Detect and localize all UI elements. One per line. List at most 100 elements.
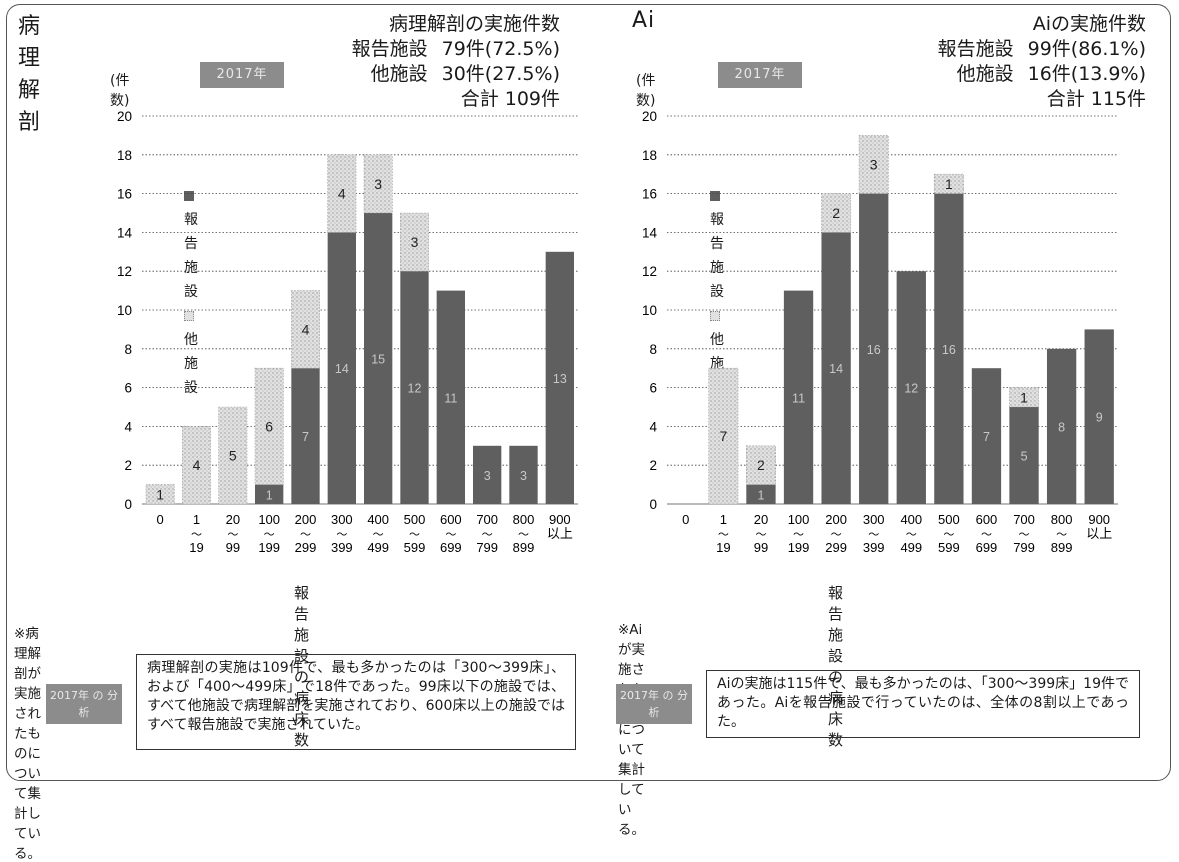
y-tick-label: 4 — [649, 419, 657, 434]
footnote: ※病理解剖が実施されたものについて集計している。 — [14, 626, 41, 862]
summary-label: 報告施設 — [351, 38, 428, 60]
x-tick-label: 199 — [258, 540, 280, 555]
x-tick-label: ～ — [868, 529, 879, 541]
x-tick-label: ～ — [981, 529, 992, 541]
x-tick-label: 700 — [1013, 512, 1035, 527]
x-tick-label: 300 — [331, 512, 353, 527]
legend-item-reported: 報告施設 — [184, 184, 198, 304]
summary-value: 30件(27.5%) — [441, 63, 560, 85]
bar-label-reported: 11 — [444, 391, 457, 405]
x-tick-label: 300 — [863, 512, 885, 527]
x-tick-label: 19 — [716, 540, 730, 555]
x-tick-label: 20 — [754, 512, 768, 527]
ai-bar-chart: 02468101214161820071～191220～9911100～1991… — [642, 109, 1118, 555]
x-tick-label: ～ — [906, 529, 917, 541]
x-axis-title: 報告施設の病床数 — [294, 584, 311, 749]
x-tick-label: ～ — [191, 529, 202, 541]
bar-other — [400, 212, 429, 272]
bar-reported — [400, 271, 429, 504]
y-tick-label: 18 — [642, 148, 657, 163]
bar-other — [145, 484, 175, 505]
x-tick-label: ～ — [373, 529, 384, 541]
summary-value: 16件(13.9%) — [1027, 63, 1146, 85]
bar-label-other: 2 — [757, 457, 765, 473]
summary-label: 報告施設 — [937, 38, 1014, 60]
bar-reported — [896, 271, 926, 504]
footnote: ※Aiが実施されたものについて集計している。 — [618, 622, 645, 838]
bar-other — [327, 154, 357, 233]
bar-other — [1009, 387, 1039, 408]
bar-label-other: 5 — [229, 448, 237, 464]
x-tick-label: 100 — [788, 512, 810, 527]
y-unit-label: (件数) — [636, 73, 656, 109]
summary-row-reported: 報告施設 79件(72.5%) — [300, 37, 560, 62]
y-tick-label: 6 — [649, 381, 657, 396]
y-tick-label: 20 — [642, 109, 657, 124]
y-tick-label: 10 — [117, 303, 132, 318]
summary-value: 79件(72.5%) — [441, 38, 560, 60]
bar-reported — [821, 232, 851, 504]
x-tick-label: 599 — [938, 540, 960, 555]
x-tick-label: 900 — [1088, 512, 1110, 527]
y-tick-label: 8 — [124, 342, 132, 357]
bar-label-other: 6 — [265, 418, 273, 434]
summary-value: 99件(86.1%) — [1027, 38, 1146, 60]
y-tick-label: 4 — [124, 419, 132, 434]
x-tick-label: 200 — [295, 512, 317, 527]
bar-label-other: 1 — [156, 486, 164, 502]
bar-reported — [363, 213, 393, 504]
analysis-text: Aiの実施は115件で、最も多かったのは、「300～399床」19件であった。A… — [706, 670, 1140, 738]
y-tick-label: 10 — [642, 303, 657, 318]
x-tick-label: ～ — [718, 529, 729, 541]
legend-label: 報告施設 — [184, 212, 198, 300]
bar-reported — [1084, 329, 1114, 504]
x-tick-label: 1 — [193, 512, 200, 527]
x-tick-label: 以上 — [1086, 526, 1112, 541]
legend: 報告施設 他施設 — [184, 184, 198, 400]
bar-label-reported: 5 — [1021, 450, 1028, 464]
bar-label-reported: 3 — [484, 469, 491, 483]
summary-label: 他施設 — [956, 63, 1014, 85]
bar-other — [933, 173, 964, 194]
page-frame — [6, 4, 1171, 781]
bar-label-reported: 14 — [335, 362, 349, 376]
bar-label-reported: 8 — [1058, 420, 1065, 434]
legend-item-other: 他施設 — [184, 304, 198, 400]
summary-row-other: 他施設 16件(13.9%) — [886, 62, 1146, 87]
summary-total: 合計 109件 — [460, 88, 560, 110]
y-tick-label: 0 — [649, 497, 657, 512]
x-tick-label: ～ — [1019, 529, 1030, 541]
y-tick-label: 2 — [124, 458, 132, 473]
x-axis-title: 報告施設の病床数 — [828, 584, 845, 749]
legend-swatch — [184, 191, 194, 201]
x-tick-label: 99 — [226, 540, 240, 555]
x-tick-label: 699 — [976, 540, 998, 555]
bar-reported — [291, 368, 320, 504]
bar-other — [363, 154, 393, 214]
x-tick-label: 399 — [331, 540, 353, 555]
panel-title: 病理解剖 — [18, 14, 42, 135]
x-tick-label: 499 — [900, 540, 922, 555]
x-tick-label: 900 — [549, 512, 571, 527]
legend-item-reported: 報告施設 — [710, 184, 724, 304]
x-tick-label: 0 — [157, 512, 164, 527]
x-tick-label: ～ — [943, 529, 954, 541]
bar-reported — [859, 193, 889, 504]
bar-label-reported: 7 — [983, 430, 990, 444]
bar-label-other: 7 — [719, 428, 727, 444]
x-tick-label: 600 — [976, 512, 998, 527]
y-tick-label: 16 — [117, 187, 132, 202]
bar-other — [182, 426, 211, 505]
bar-label-other: 1 — [945, 176, 953, 192]
y-tick-label: 0 — [124, 497, 132, 512]
x-tick-label: 599 — [404, 540, 426, 555]
summary-row-other: 他施設 30件(27.5%) — [300, 62, 560, 87]
bar-label-reported: 9 — [1096, 411, 1103, 425]
bar-reported — [509, 445, 538, 504]
x-tick-label: 899 — [513, 540, 535, 555]
x-tick-label: ～ — [264, 529, 275, 541]
legend-swatch — [710, 311, 720, 321]
year-badge: 2017年 — [718, 62, 802, 88]
bar-reported — [746, 484, 776, 504]
legend-swatch — [710, 191, 720, 201]
